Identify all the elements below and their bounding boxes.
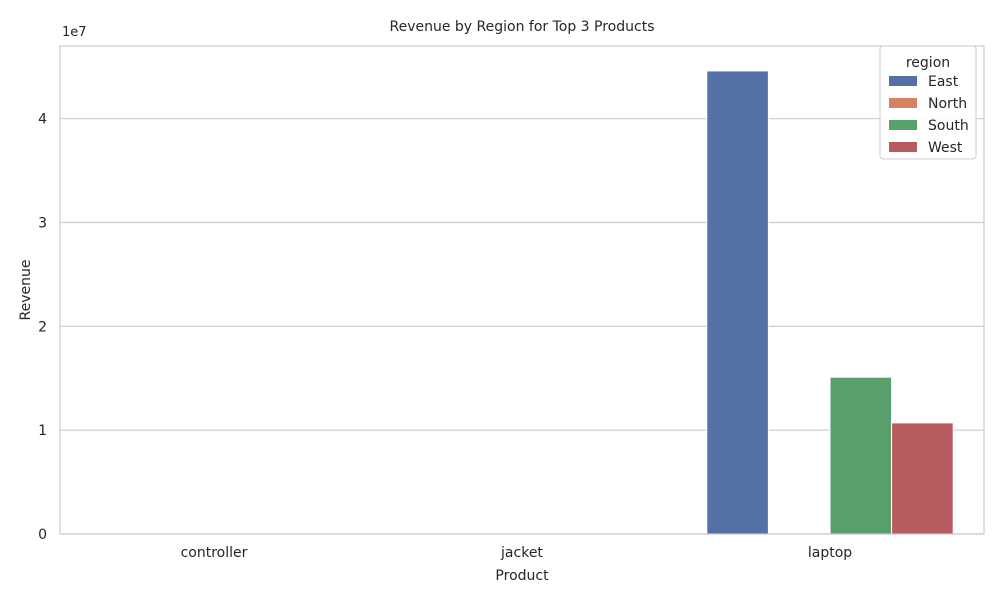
legend-label-west: West — [928, 140, 963, 156]
y-tick-labels: 0 1 2 3 4 — [38, 112, 47, 543]
y-axis-label: Revenue — [18, 260, 34, 321]
legend: region East North South West — [879, 45, 977, 160]
legend-swatch-south — [889, 120, 917, 130]
plot-frame — [59, 45, 985, 535]
x-tick-label: laptop — [808, 545, 852, 561]
legend-label-north: North — [928, 96, 967, 112]
y-tick-label: 3 — [38, 216, 47, 232]
bar-layer — [706, 70, 954, 535]
legend-swatch-east — [889, 76, 917, 86]
legend-swatch-west — [889, 142, 917, 152]
legend-label-east: East — [928, 74, 959, 90]
x-tick-labels: controller jacket laptop — [181, 545, 853, 561]
x-tick-label: controller — [181, 545, 248, 561]
x-tick-label: jacket — [500, 545, 543, 561]
y-axis-offset-label: 1e7 — [62, 25, 87, 40]
chart-title: Revenue by Region for Top 3 Products — [389, 19, 654, 35]
legend-swatch-north — [889, 98, 917, 108]
legend-box — [879, 45, 977, 160]
y-tick-label: 2 — [38, 319, 47, 335]
bar-west-laptop — [891, 422, 954, 535]
legend-label-south: South — [928, 118, 969, 134]
x-axis-label: Product — [495, 568, 549, 584]
legend-items: East North South West — [889, 74, 969, 156]
bar-east-laptop — [706, 70, 769, 535]
y-tick-label: 1 — [38, 423, 47, 439]
y-tick-label: 4 — [38, 112, 47, 128]
legend-title: region — [906, 55, 950, 71]
y-tick-label: 0 — [38, 527, 47, 543]
bar-south-laptop — [829, 376, 893, 535]
